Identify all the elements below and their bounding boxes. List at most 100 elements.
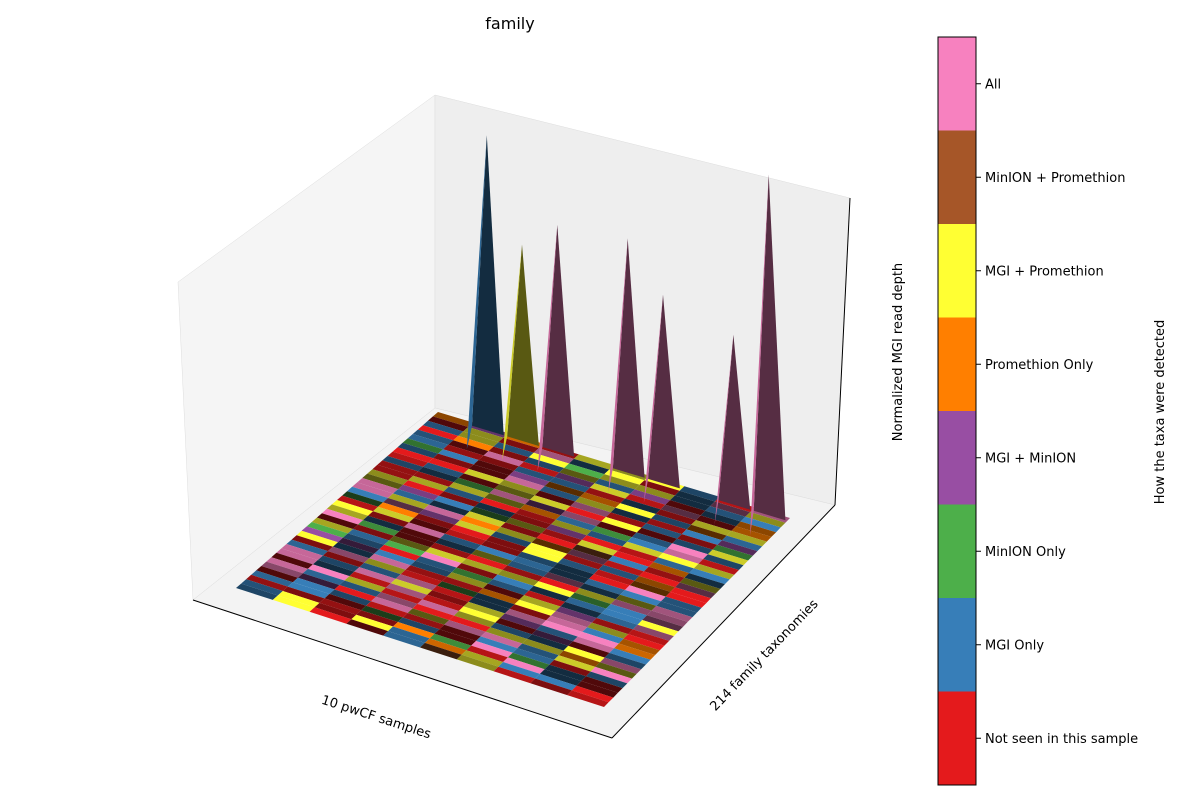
heatmap-cell <box>489 488 530 505</box>
heatmap-cell <box>707 549 749 566</box>
heatmap-cell <box>639 571 680 588</box>
heatmap-cell <box>504 608 547 625</box>
heatmap-cell <box>429 633 472 651</box>
heatmap-cell <box>560 601 602 618</box>
heatmap-cell <box>524 590 566 607</box>
heatmap-cell <box>398 484 439 501</box>
heatmap-cell <box>352 482 393 498</box>
heatmap-cell <box>420 642 462 660</box>
heatmap-cell <box>505 517 547 534</box>
heatmap-cell <box>549 477 590 493</box>
heatmap-cell <box>324 593 367 611</box>
heatmap-cell <box>356 610 398 627</box>
heatmap-cell <box>539 669 582 686</box>
heatmap-cell <box>539 486 580 502</box>
heatmap-cell <box>435 538 477 555</box>
colorbar-segment <box>938 224 976 318</box>
heatmap-cell <box>367 469 409 485</box>
heatmap-cell <box>344 576 386 593</box>
heatmap-cell <box>586 530 628 547</box>
heatmap-cell <box>339 580 381 597</box>
heatmap-cell <box>514 599 556 616</box>
heatmap-cell <box>520 504 561 520</box>
heatmap-cell <box>395 574 437 591</box>
heatmap-cell <box>536 533 577 550</box>
heatmap-cell <box>362 473 404 490</box>
heatmap-cell <box>546 524 587 540</box>
heatmap-cell <box>430 542 472 559</box>
heatmap-cell <box>577 631 619 649</box>
heatmap-cell <box>287 582 330 599</box>
heatmap-cell <box>418 466 459 483</box>
heatmap-cell <box>651 514 692 530</box>
heatmap-cell <box>464 511 506 527</box>
heatmap-cell <box>312 560 355 577</box>
heatmap-cell <box>573 636 615 653</box>
heatmap-cell <box>662 548 704 564</box>
heatmap-cell <box>655 509 696 525</box>
heatmap-cell <box>533 581 575 598</box>
colorbar-segment <box>938 598 976 692</box>
heatmap-cell <box>438 449 479 465</box>
heatmap-cell <box>726 530 767 547</box>
heatmap-cell <box>528 585 570 602</box>
heatmap-cell <box>347 486 388 503</box>
surface-peaks <box>466 135 786 536</box>
colorbar-tick-label: Promethion Only <box>985 358 1094 373</box>
heatmap-cell <box>517 551 558 568</box>
heatmap-cell <box>272 595 315 612</box>
heatmap-cell <box>629 580 671 597</box>
heatmap-cell <box>384 540 426 557</box>
heatmap-cell <box>241 579 283 596</box>
heatmap-cell <box>471 549 513 566</box>
heatmap-cell <box>571 685 614 703</box>
heatmap-cell <box>407 434 449 450</box>
heatmap-cell <box>495 618 537 635</box>
heatmap-cell <box>550 611 592 628</box>
heatmap-cell <box>309 607 352 624</box>
heatmap-cell <box>337 537 380 554</box>
heatmap-cell <box>302 568 345 585</box>
heatmap-cell <box>498 662 540 679</box>
heatmap-cell <box>276 548 318 565</box>
heatmap-cell <box>369 553 411 570</box>
heatmap-cell <box>454 611 496 628</box>
heatmap-cell <box>271 552 313 569</box>
heatmap-cell <box>440 533 481 550</box>
heatmap-cell <box>679 577 721 594</box>
colorbar-label: How the taxa were detected <box>1153 320 1168 504</box>
heatmap-cell <box>646 610 688 627</box>
heatmap-cell <box>420 551 462 568</box>
heatmap-cell <box>413 471 454 487</box>
heatmap-cell <box>572 544 613 561</box>
heatmap-cell <box>337 495 378 512</box>
heatmap-cell <box>383 631 425 648</box>
heatmap-cell <box>567 690 609 707</box>
heatmap-cell <box>620 590 661 606</box>
heatmap-cell <box>579 583 621 600</box>
peak-face-back <box>718 334 751 510</box>
heatmap-cell <box>373 506 414 523</box>
heatmap-cell <box>390 578 433 595</box>
heatmap-cell <box>595 662 637 679</box>
heatmap-cell <box>568 641 610 658</box>
heatmap-cell <box>393 489 434 505</box>
heatmap-cell <box>425 547 467 564</box>
heatmap-cell <box>461 650 504 667</box>
heatmap-cell <box>485 535 527 552</box>
heatmap-cell <box>551 519 592 536</box>
heatmap-cell <box>422 594 464 611</box>
heatmap-cell <box>553 562 594 579</box>
heatmap-cell <box>458 606 501 623</box>
heatmap-cell <box>604 469 645 485</box>
heatmap-cell <box>449 524 491 541</box>
heatmap-cell <box>656 601 697 618</box>
heatmap-cell <box>487 579 529 596</box>
heatmap-cell <box>327 546 370 563</box>
heatmap-cell <box>408 475 449 492</box>
heatmap-cell <box>480 631 523 649</box>
heatmap-cell <box>703 554 744 570</box>
heatmap-cell <box>478 588 520 605</box>
heatmap-cell <box>574 588 616 604</box>
